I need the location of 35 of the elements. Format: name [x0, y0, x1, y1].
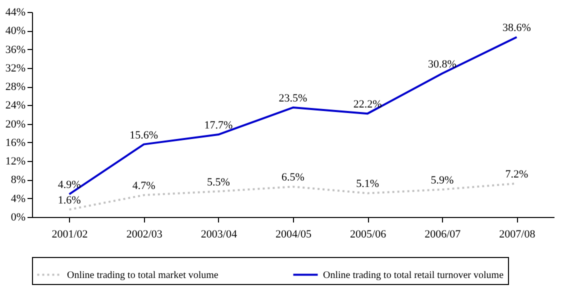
data-label: 22.2% — [353, 98, 382, 111]
data-label: 5.9% — [430, 174, 454, 187]
data-label: 5.1% — [356, 178, 380, 190]
y-tick-label: 44% — [5, 6, 26, 18]
y-tick-label: 8% — [10, 174, 26, 186]
x-tick-label: 2005/06 — [350, 228, 387, 240]
y-tick-label: 32% — [5, 62, 26, 74]
data-label: 15.6% — [130, 129, 158, 142]
data-label: 5.5% — [206, 176, 230, 188]
y-tick-label: 36% — [5, 44, 26, 56]
data-label: 17.7% — [204, 120, 233, 132]
data-label: 6.5% — [282, 172, 304, 184]
y-tick-label: 28% — [5, 81, 26, 94]
y-tick-label: 16% — [5, 136, 26, 149]
legend-label: Online trading to total market volume — [67, 270, 219, 281]
y-tick-label: 40% — [5, 25, 26, 38]
y-tick-label: 0% — [10, 212, 26, 224]
y-tick-label: 4% — [10, 192, 26, 205]
x-tick-label: 2002/03 — [126, 228, 163, 240]
y-tick-label: 12% — [5, 156, 26, 168]
x-tick-label: 2003/04 — [200, 228, 238, 240]
x-tick-label: 2004/05 — [275, 228, 312, 240]
data-label: 38.6% — [502, 22, 531, 34]
data-label: 4.7% — [132, 180, 156, 192]
data-label: 23.5% — [278, 92, 308, 105]
data-label: 7.2% — [505, 168, 528, 180]
y-tick-label: 24% — [5, 100, 26, 112]
data-label: 1.6% — [58, 194, 81, 207]
y-tick-label: 20% — [5, 118, 26, 130]
x-tick-label: 2001/02 — [52, 228, 88, 240]
legend-label: Online trading to total retail turnover volume — [323, 270, 504, 281]
x-tick-label: 2006/07 — [424, 228, 462, 240]
x-tick-label: 2007/08 — [499, 228, 536, 240]
data-label: 4.9% — [58, 179, 81, 192]
data-label: 30.8% — [428, 58, 456, 70]
